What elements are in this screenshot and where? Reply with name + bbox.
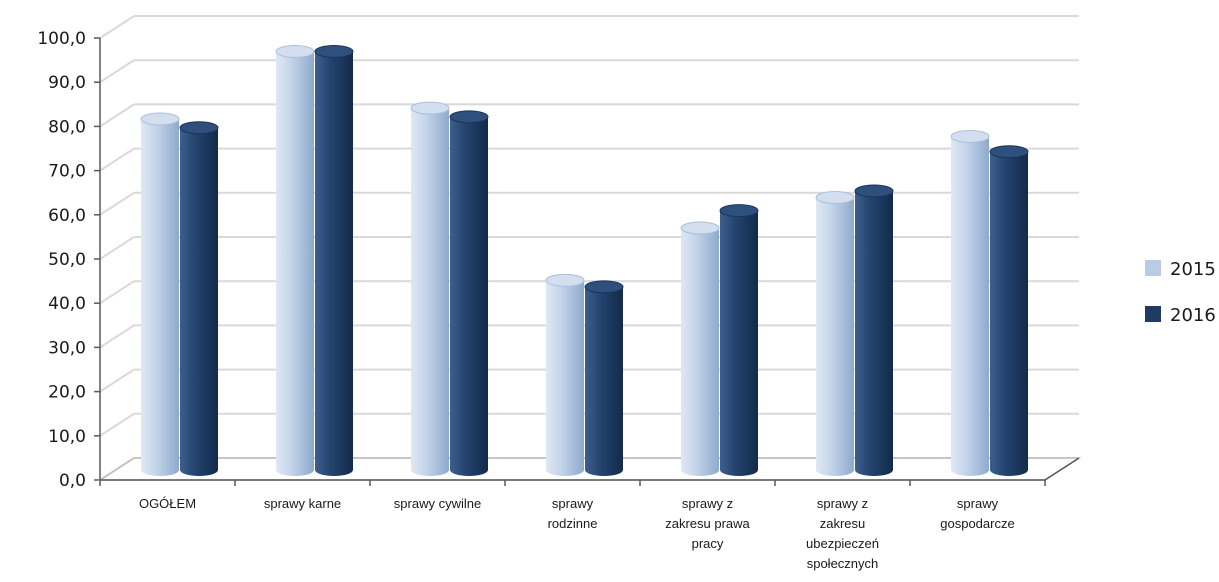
y-tick-label: 50,0 (48, 250, 86, 270)
bar-body (180, 127, 218, 477)
bar-cap (854, 184, 894, 198)
x-tick-label-line: sprawy (957, 496, 999, 511)
bar-cap (545, 273, 585, 287)
x-tick-label-line: sprawy karne (264, 496, 341, 511)
bar-2016-3 (584, 280, 624, 476)
y-tick-label: 100,0 (37, 29, 86, 49)
x-tick-label-line: rodzinne (548, 516, 598, 531)
gridline-wall (99, 280, 135, 305)
axes (94, 37, 1082, 486)
gridline-wall (99, 191, 135, 216)
bar-body (720, 210, 758, 476)
bar-body (990, 151, 1028, 476)
bar-2015-0 (140, 112, 180, 477)
bar-cap (410, 101, 450, 115)
bar-cap (449, 110, 489, 124)
bar-2016-4 (719, 204, 759, 476)
x-tick-label-line: ubezpieczeń (806, 536, 879, 551)
y-tick-label: 0,0 (59, 471, 86, 491)
x-tick-label: sprawy z zakresu ubezpieczeń społecznych (806, 496, 879, 571)
legend: 2015 2016 (1145, 259, 1216, 326)
bar-body (951, 136, 989, 476)
bar-2015-4 (680, 221, 720, 476)
y-tick-label: 70,0 (48, 162, 86, 182)
gridline-wall (99, 103, 135, 128)
legend-label: 2015 (1170, 259, 1216, 280)
bar-2016-2 (449, 110, 489, 476)
bar-body (315, 51, 353, 476)
y-tick-label: 20,0 (48, 383, 86, 403)
legend-item-2016: 2016 (1145, 305, 1216, 326)
x-tick-label: sprawy gospodarcze (940, 496, 1014, 531)
x-tick-label-line: zakresu (820, 516, 866, 531)
gridline-wall (99, 15, 135, 39)
y-tick-label: 40,0 (48, 294, 86, 314)
x-tick-label: OGÓŁEM (139, 496, 196, 511)
bar-cap (815, 191, 855, 204)
bar-2015-1 (275, 44, 315, 476)
legend-swatch (1145, 260, 1161, 276)
bar-body (816, 197, 854, 476)
x-tick-label: sprawy karne (264, 496, 341, 511)
gridline-wall (99, 412, 135, 437)
bar-cap (584, 280, 624, 294)
bar-2016-5 (854, 184, 894, 476)
x-tick-label: sprawy z zakresu prawa pracy (665, 496, 750, 551)
y-tick-label: 10,0 (48, 427, 86, 447)
x-tick-label: sprawy cywilne (394, 496, 481, 511)
bar-2015-3 (545, 273, 585, 476)
bar-2015-2 (410, 101, 450, 477)
bar-body (585, 286, 623, 476)
bar-body (546, 280, 584, 476)
bar-body (450, 116, 488, 476)
x-tick-label: sprawy rodzinne (548, 496, 598, 531)
legend-item-2015: 2015 (1145, 259, 1216, 280)
bar-2016-6 (989, 145, 1029, 476)
y-tick-label: 60,0 (48, 206, 86, 226)
x-tick-label-line: sprawy (552, 496, 594, 511)
bar-cap (989, 145, 1029, 159)
gridline-wall (99, 59, 135, 84)
legend-swatch (1145, 306, 1161, 322)
bar-cap (179, 121, 219, 135)
y-tick-label: 80,0 (48, 117, 86, 137)
x-tick-label-line: sprawy z (682, 496, 733, 511)
x-tick-label-line: pracy (692, 536, 724, 551)
bar-2016-1 (314, 44, 354, 476)
bar-cap (680, 221, 720, 235)
x-axis-depth-line (1044, 457, 1080, 481)
legend-label: 2016 (1170, 305, 1216, 326)
gridline-wall (99, 368, 135, 393)
x-tick-label-line: gospodarcze (940, 516, 1014, 531)
bar-cap (314, 44, 354, 58)
bar-2015-6 (950, 129, 990, 476)
bar-cap (719, 204, 759, 218)
gridline-wall (99, 147, 135, 172)
bar-body (681, 228, 719, 476)
gridline-wall (99, 324, 135, 349)
bar-2016-0 (179, 121, 219, 477)
x-tick-label-line: zakresu prawa (665, 516, 750, 531)
bars (140, 44, 1029, 477)
bar-body (411, 108, 449, 477)
bar-body (276, 51, 314, 476)
y-tick-label: 30,0 (48, 338, 86, 358)
y-tick-label: 90,0 (48, 73, 86, 93)
bar-cap (140, 112, 180, 126)
x-tick-label-line: sprawy z (817, 496, 868, 511)
x-tick-label-line: OGÓŁEM (139, 496, 196, 511)
x-tick-label-line: sprawy cywilne (394, 496, 481, 511)
gridline-wall (99, 236, 135, 260)
bar-cap (275, 44, 315, 58)
bar-cap (950, 129, 990, 143)
x-tick-label-line: społecznych (807, 556, 879, 571)
bar-2015-5 (815, 191, 855, 476)
bar-body (855, 190, 893, 476)
y-axis-ticks: 0,0 10,0 20,0 30,0 40,0 50,0 60,0 70,0 80,0 90,0 1… (37, 29, 86, 491)
x-axis-ticks: OGÓŁEM sprawy karne sprawy cywilne sprawy ro… (139, 496, 1015, 571)
bar-body (141, 119, 179, 477)
